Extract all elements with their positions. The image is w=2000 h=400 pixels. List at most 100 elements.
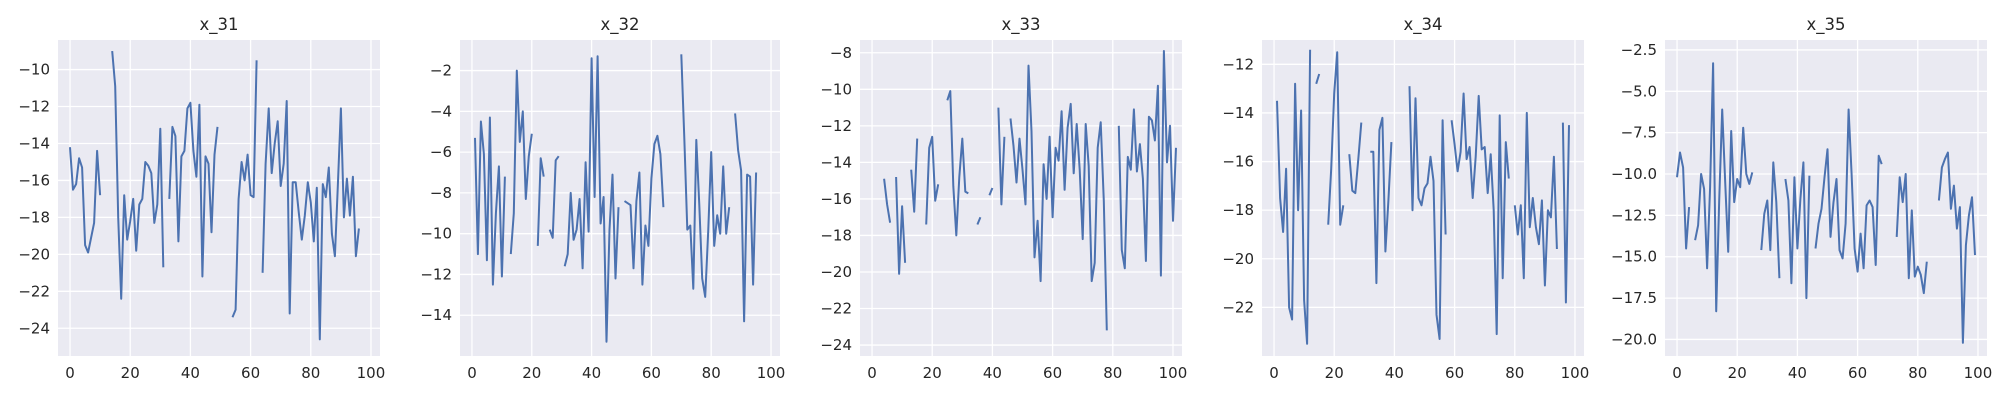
y-tick-label: −22 — [820, 300, 852, 318]
series-line-segment — [563, 55, 620, 343]
series-line-segment — [509, 69, 533, 255]
y-tick-label: −6 — [430, 143, 452, 161]
y-tick-label: −5.0 — [1621, 82, 1657, 100]
y-tick-label: −14 — [420, 306, 452, 324]
chart-panel-x_31: 0 20 40 60 80 100 −24 −22 −20 −18 −16 −14 −12 −10 x_31 — [18, 15, 385, 382]
y-tick-label: −14 — [18, 134, 50, 152]
y-tick-label: −2 — [430, 62, 452, 80]
y-tick-label: −16 — [820, 190, 852, 208]
x-tick-label: 40 — [1788, 364, 1807, 382]
x-tick-label: 20 — [121, 364, 140, 382]
series-line-segment — [1513, 111, 1558, 287]
y-tick-label: −20 — [820, 263, 852, 281]
y-tick-label: −7.5 — [1621, 124, 1657, 142]
x-tick-label: 0 — [65, 364, 75, 382]
x-tick-label: 80 — [1103, 364, 1122, 382]
plot-area — [460, 40, 780, 356]
y-tick-label: −14 — [820, 153, 852, 171]
series-line-segment — [474, 116, 506, 286]
x-tick-label: 100 — [1561, 364, 1590, 382]
y-tick-label: −18 — [18, 208, 50, 226]
series-line-segment — [1895, 173, 1928, 295]
series-line-segment — [1561, 122, 1570, 304]
series-line-segment — [1694, 62, 1754, 313]
series-line-segment — [111, 51, 165, 300]
series-line-segment — [997, 107, 1006, 206]
y-tick-label: −10 — [18, 61, 50, 79]
series-line-segment — [69, 147, 102, 254]
x-tick-label: 100 — [1159, 364, 1188, 382]
chart-panel-x_34: 0 20 40 60 80 100 −22 −20 −18 −16 −14 −12 x_34 — [1222, 15, 1589, 382]
chart-panel-x_32: 0 20 40 60 80 100 −14 −12 −10 −8 −6 −4 −2 x_32 — [420, 15, 785, 382]
series-line-segment — [734, 113, 758, 323]
y-tick-label: −24 — [18, 319, 50, 337]
x-tick-label: 40 — [1385, 364, 1404, 382]
chart-title: x_35 — [1806, 15, 1845, 35]
x-tick-label: 40 — [983, 364, 1002, 382]
series-line-segment — [1408, 86, 1447, 340]
series-line-segment — [231, 60, 258, 318]
y-tick-label: −12 — [18, 98, 50, 116]
y-tick-label: −12 — [1222, 55, 1254, 73]
y-tick-label: −8 — [430, 184, 452, 202]
x-tick-label: 100 — [757, 364, 786, 382]
x-tick-label: 80 — [301, 364, 320, 382]
series-line-segment — [1370, 116, 1393, 285]
series-line-segment — [1814, 108, 1883, 273]
plot-area — [58, 40, 380, 356]
chart-title: x_34 — [1403, 15, 1442, 35]
series-line-segment — [1117, 50, 1177, 277]
series-line-segment — [1276, 49, 1312, 345]
y-tick-label: −12 — [420, 265, 452, 283]
x-tick-label: 20 — [522, 364, 541, 382]
y-tick-label: −20 — [1222, 250, 1254, 268]
series-line-segment — [536, 157, 545, 246]
y-tick-label: −10 — [820, 80, 852, 98]
x-tick-label: 60 — [1848, 364, 1867, 382]
y-tick-label: −16 — [1222, 153, 1254, 171]
series-line-segment — [988, 187, 994, 196]
y-tick-label: −16 — [18, 171, 50, 189]
x-tick-label: 60 — [1043, 364, 1062, 382]
series-line-segment — [1937, 151, 1976, 344]
series-line-segment — [1348, 122, 1363, 195]
x-tick-label: 0 — [1672, 364, 1682, 382]
x-tick-label: 100 — [1964, 364, 1993, 382]
chart-panel-x_35: 0 20 40 60 80 100 −20.0 −17.5 −15.0 −12.5 −10.0 −7.… — [1611, 15, 1992, 382]
chart-title: x_31 — [199, 15, 238, 35]
series-line-segment — [261, 100, 360, 341]
series-line-segment — [680, 54, 731, 298]
x-tick-label: 20 — [1325, 364, 1344, 382]
y-tick-label: −14 — [1222, 104, 1254, 122]
series-line-segment — [946, 90, 969, 237]
chart-panel-x_33: 0 20 40 60 80 100 −24 −22 −20 −18 −16 −14 −12 −10 −8 x_… — [820, 15, 1187, 382]
x-tick-label: 0 — [867, 364, 877, 382]
x-tick-label: 60 — [1445, 364, 1464, 382]
y-tick-label: −4 — [430, 102, 452, 120]
chart-title: x_33 — [1001, 15, 1040, 35]
series-line-segment — [1784, 161, 1811, 300]
series-line-segment — [623, 134, 665, 286]
y-tick-label: −18 — [1222, 201, 1254, 219]
y-tick-label: −12 — [820, 117, 852, 135]
series-line-segment — [1315, 73, 1321, 85]
x-tick-label: 60 — [241, 364, 260, 382]
y-tick-label: −22 — [1222, 298, 1254, 316]
y-tick-label: −12.5 — [1611, 206, 1657, 224]
y-tick-label: −24 — [820, 336, 852, 354]
x-tick-label: 20 — [1728, 364, 1747, 382]
series-line-segment — [1327, 51, 1345, 226]
y-tick-label: −18 — [820, 226, 852, 244]
x-tick-label: 80 — [1505, 364, 1524, 382]
y-tick-label: −2.5 — [1621, 41, 1657, 59]
y-tick-label: −20.0 — [1611, 330, 1657, 348]
y-tick-label: −10 — [420, 225, 452, 243]
series-line-segment — [895, 176, 907, 275]
series-line-segment — [1676, 151, 1691, 250]
chart-title: x_32 — [600, 15, 639, 35]
series-line-segment — [910, 138, 919, 213]
y-tick-label: −10.0 — [1611, 165, 1657, 183]
y-tick-label: −22 — [18, 282, 50, 300]
series-line-segment — [976, 216, 982, 225]
